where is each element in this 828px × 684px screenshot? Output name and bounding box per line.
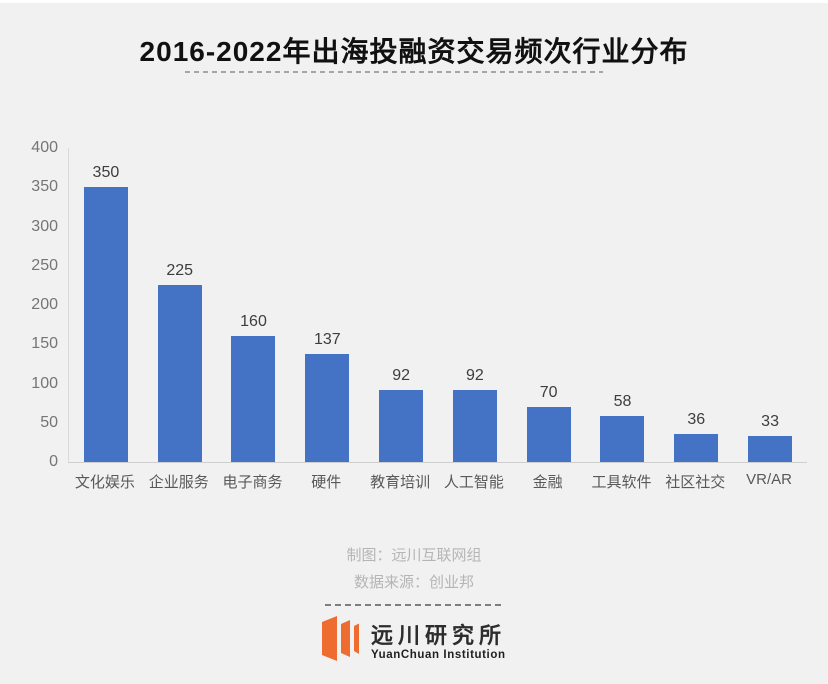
bar [674, 434, 719, 462]
bar [379, 390, 424, 462]
y-axis-tick-label: 200 [31, 296, 58, 313]
x-axis-category-label: 电子商务 [222, 474, 283, 491]
bar-column: 33 [733, 148, 807, 462]
top-strip [0, 0, 828, 3]
bar [83, 187, 128, 462]
x-axis-category-label: 社区社交 [665, 474, 726, 491]
bar-value-label: 36 [687, 411, 706, 428]
bar [305, 354, 350, 462]
bar-column: 225 [143, 148, 217, 462]
bar-value-label: 92 [392, 367, 410, 384]
bar-column: 92 [364, 148, 438, 462]
three-orange-panels-icon [321, 616, 362, 668]
x-axis-category-label: 教育培训 [370, 474, 431, 491]
bar-column: 137 [290, 148, 364, 462]
bar-value-label: 70 [539, 384, 558, 401]
bar-column: 350 [69, 148, 143, 462]
bar [600, 416, 645, 462]
x-axis-category-label: 人工智能 [443, 474, 504, 491]
bar-column: 58 [586, 148, 660, 462]
y-axis-tick-label: 400 [31, 139, 58, 156]
yuanchuan-logo: 远川研究所 YuanChuan Institution [0, 616, 828, 668]
x-axis-category-label: 硬件 [311, 474, 342, 491]
credit-data-source: 数据来源：创业邦 [353, 574, 474, 591]
y-axis: 0 50 100 150 200 250 300 350 400 [0, 0, 58, 480]
y-axis-tick-label: 300 [31, 217, 58, 235]
y-axis-tick-label: 350 [31, 178, 58, 196]
x-axis-category-label: 金融 [532, 474, 563, 491]
x-axis: 文化娱乐 企业服务 电子商务 硬件 教育培训 人工智能 金融 工具软件 社区社交 VR/AR [68, 471, 806, 492]
bar [748, 436, 793, 462]
y-axis-tick-label: 100 [31, 374, 58, 392]
y-axis-tick-label: 250 [31, 256, 58, 274]
bar [157, 285, 202, 462]
chart-title: 2016-2022年出海投融资交易频次行业分布 [139, 36, 689, 67]
y-axis-tick-label: 150 [31, 335, 58, 353]
bar-column: 70 [512, 148, 586, 462]
y-axis-tick-label: 0 [49, 453, 58, 470]
bar-value-label: 225 [166, 262, 194, 279]
y-axis-tick-label: 50 [40, 413, 58, 431]
bar-value-label: 137 [313, 331, 341, 348]
x-axis-category-label: 企业服务 [148, 474, 209, 491]
plot-area: 350 225 160 137 92 92 70 58 36 33 [68, 148, 807, 463]
logo-text-block: 远川研究所 YuanChuan Institution [370, 622, 506, 661]
x-axis-category-label: 工具软件 [591, 474, 652, 491]
bar-column: 92 [438, 148, 512, 462]
credit-chart-maker: 制图：远川互联网组 [346, 547, 482, 564]
title-dashed-underline [185, 71, 603, 73]
x-axis-category-label: VR/AR [746, 471, 792, 488]
bar-column: 160 [217, 148, 291, 462]
bar-value-label: 92 [465, 367, 484, 384]
x-axis-category-label: 文化娱乐 [74, 474, 135, 491]
bar [526, 407, 571, 462]
bar [231, 336, 276, 462]
bar-column: 36 [659, 148, 733, 462]
bar [452, 390, 497, 462]
bar-value-label: 33 [761, 413, 779, 430]
footer-dashed-divider [325, 604, 503, 606]
logo-chinese-name: 远川研究所 [370, 622, 506, 648]
logo-english-name: YuanChuan Institution [370, 648, 506, 661]
bar-value-label: 350 [92, 164, 120, 181]
bar-value-label: 160 [240, 313, 267, 330]
bar-value-label: 58 [613, 393, 632, 410]
